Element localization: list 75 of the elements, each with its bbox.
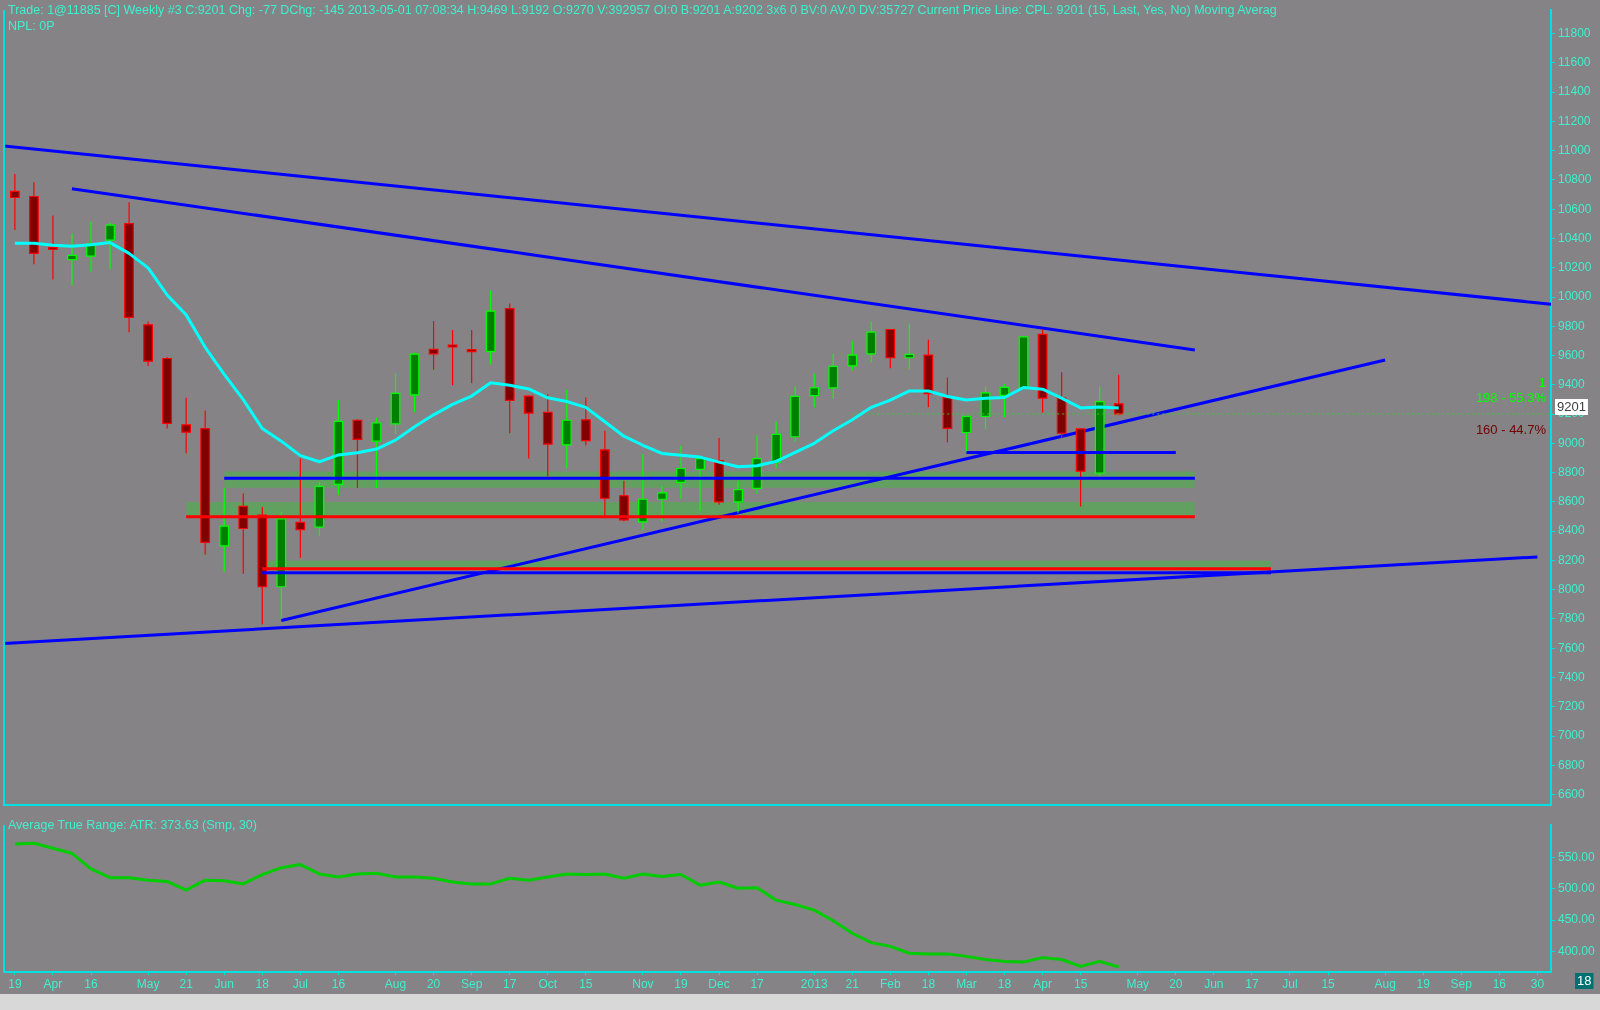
y-tick-label: 10600 (1558, 201, 1592, 216)
annotation: 160 - 44.7% (1475, 421, 1547, 437)
chart-title: Average True Range: ATR: 373.63 (Smp, 30) (8, 818, 257, 832)
y-tick-label: 500.00 (1558, 881, 1596, 896)
x-tick-label: Nov (632, 976, 654, 991)
y-tick-label: 9400 (1558, 377, 1586, 392)
y-tick-label: 8200 (1558, 552, 1586, 567)
x-tick-label: May (1126, 976, 1150, 991)
x-tick-label: 16 (331, 976, 346, 991)
x-tick-label: 19 (674, 976, 688, 991)
x-tick-label: Mar (956, 976, 977, 991)
y-tick-label: 7800 (1558, 611, 1586, 626)
x-tick-label: 18 (921, 976, 936, 991)
y-tick-label: 10400 (1558, 230, 1592, 245)
chart-title: Trade: 1@11885 [C] Weekly #3 C:9201 Chg: -77 DChg: -145 2013-05-01 07:08:34 H:9469 L:9192 O:9270 V:392957 OI:0 B:9201 A:9202 3x6 0 BV:0 AV:0 DV:35727 Current Price Line: CPL: 9201 (15, Last, Yes, No) Moving Averag (8, 3, 1277, 17)
x-tick-label: Apr (43, 976, 63, 991)
x-tick-label: 17 (750, 976, 765, 991)
y-tick-label: 400.00 (1558, 943, 1596, 958)
annotation: 1 (1538, 374, 1546, 390)
x-tick-label: 17 (1245, 976, 1259, 991)
x-tick-label: 30 (1530, 976, 1545, 991)
x-tick-label: 19 (8, 976, 22, 991)
y-tick-label: 8400 (1558, 523, 1586, 538)
y-tick-label: 11000 (1558, 142, 1591, 157)
x-tick-label: 15 (1073, 976, 1088, 991)
y-tick-label: 9800 (1558, 318, 1586, 333)
x-tick-label: 18 (997, 976, 1012, 991)
x-tick-label: Jul (1282, 976, 1298, 991)
x-tick-label: 15 (579, 976, 593, 991)
x-tick-label: Sep (1450, 976, 1473, 991)
x-tick-label: Oct (538, 976, 558, 991)
y-tick-label: 6600 (1558, 786, 1586, 801)
y-tick-label: 11600 (1558, 55, 1591, 70)
x-tick-label: 16 (84, 976, 98, 991)
y-tick-label: 8000 (1558, 582, 1586, 596)
y-tick-label: 10000 (1558, 289, 1592, 304)
y-tick-label: 10200 (1558, 260, 1592, 275)
x-tick-label: Jul (292, 976, 309, 991)
y-tick-label: 7400 (1558, 669, 1586, 684)
text: 9201 (1557, 398, 1586, 414)
x-tick-label: 21 (179, 976, 194, 991)
x-tick-label: 17 (503, 976, 517, 991)
x-tick-label: Jun (1204, 976, 1224, 991)
x-tick-label: 2013 (800, 976, 828, 991)
y-tick-label: 11800 (1558, 25, 1591, 40)
text: NPL: 0P (8, 19, 55, 33)
x-tick-label: 19 (1416, 976, 1431, 991)
y-tick-label: 9600 (1558, 347, 1586, 362)
x-tick-label: 15 (1321, 976, 1336, 991)
y-tick-label: 7000 (1558, 728, 1586, 743)
y-tick-label: 8800 (1558, 464, 1586, 479)
y-tick-label: 6800 (1558, 757, 1586, 772)
x-tick-label: Dec (708, 976, 730, 991)
y-tick-label: 11400 (1558, 84, 1591, 99)
y-tick-label: 9000 (1558, 435, 1586, 450)
y-tick-label: 7600 (1558, 640, 1586, 655)
y-tick-label: 11200 (1558, 113, 1591, 128)
y-tick-label: 8600 (1558, 494, 1586, 509)
x-tick-label: 20 (426, 976, 441, 991)
annotation: 198 - 55.3% (1475, 389, 1547, 405)
x-tick-label: 20 (1169, 976, 1183, 991)
y-tick-label: 450.00 (1558, 912, 1596, 927)
x-tick-label: Jun (214, 976, 234, 991)
x-tick-label: Aug (1374, 976, 1396, 991)
x-tick-label: Apr (1033, 976, 1052, 991)
x-tick-label: Sep (460, 976, 483, 991)
x-tick-label: Feb (879, 976, 901, 991)
x-tick-label: Aug (384, 976, 407, 991)
y-tick-label: 7200 (1558, 699, 1586, 714)
x-tick-label: 18 (255, 976, 270, 991)
y-tick-label: 10800 (1558, 172, 1592, 187)
y-tick-label: 550.00 (1558, 850, 1596, 864)
x-tick-label: 21 (845, 976, 860, 991)
x-tick-label: 16 (1492, 976, 1507, 991)
x-tick-label: May (136, 976, 160, 991)
